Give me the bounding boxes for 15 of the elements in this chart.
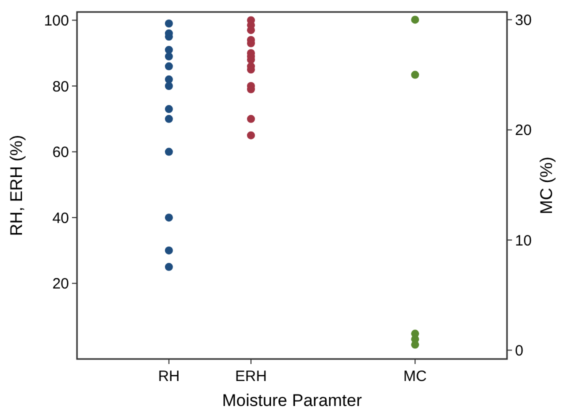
x-tick-label: MC [403, 368, 427, 385]
y-axis-title: RH, ERH (%) [7, 134, 26, 236]
y-tick-label: 60 [52, 144, 69, 162]
y-tick-label: 20 [52, 276, 69, 293]
x-tick-label: RH [158, 368, 180, 385]
y-tick-label: 100 [44, 12, 69, 30]
y2-tick-label: 0 [515, 342, 524, 360]
x-axis-title: Moisture Paramter [222, 391, 362, 410]
y2-tick-label: 10 [515, 232, 532, 250]
y2-tick-label: 20 [515, 122, 532, 140]
y2-axis-title: MC (%) [537, 156, 556, 214]
y-tick-label: 40 [52, 210, 69, 227]
y2-tick-label: 30 [515, 12, 532, 29]
y-tick-label: 80 [52, 78, 69, 96]
x-tick-label: ERH [235, 368, 267, 385]
